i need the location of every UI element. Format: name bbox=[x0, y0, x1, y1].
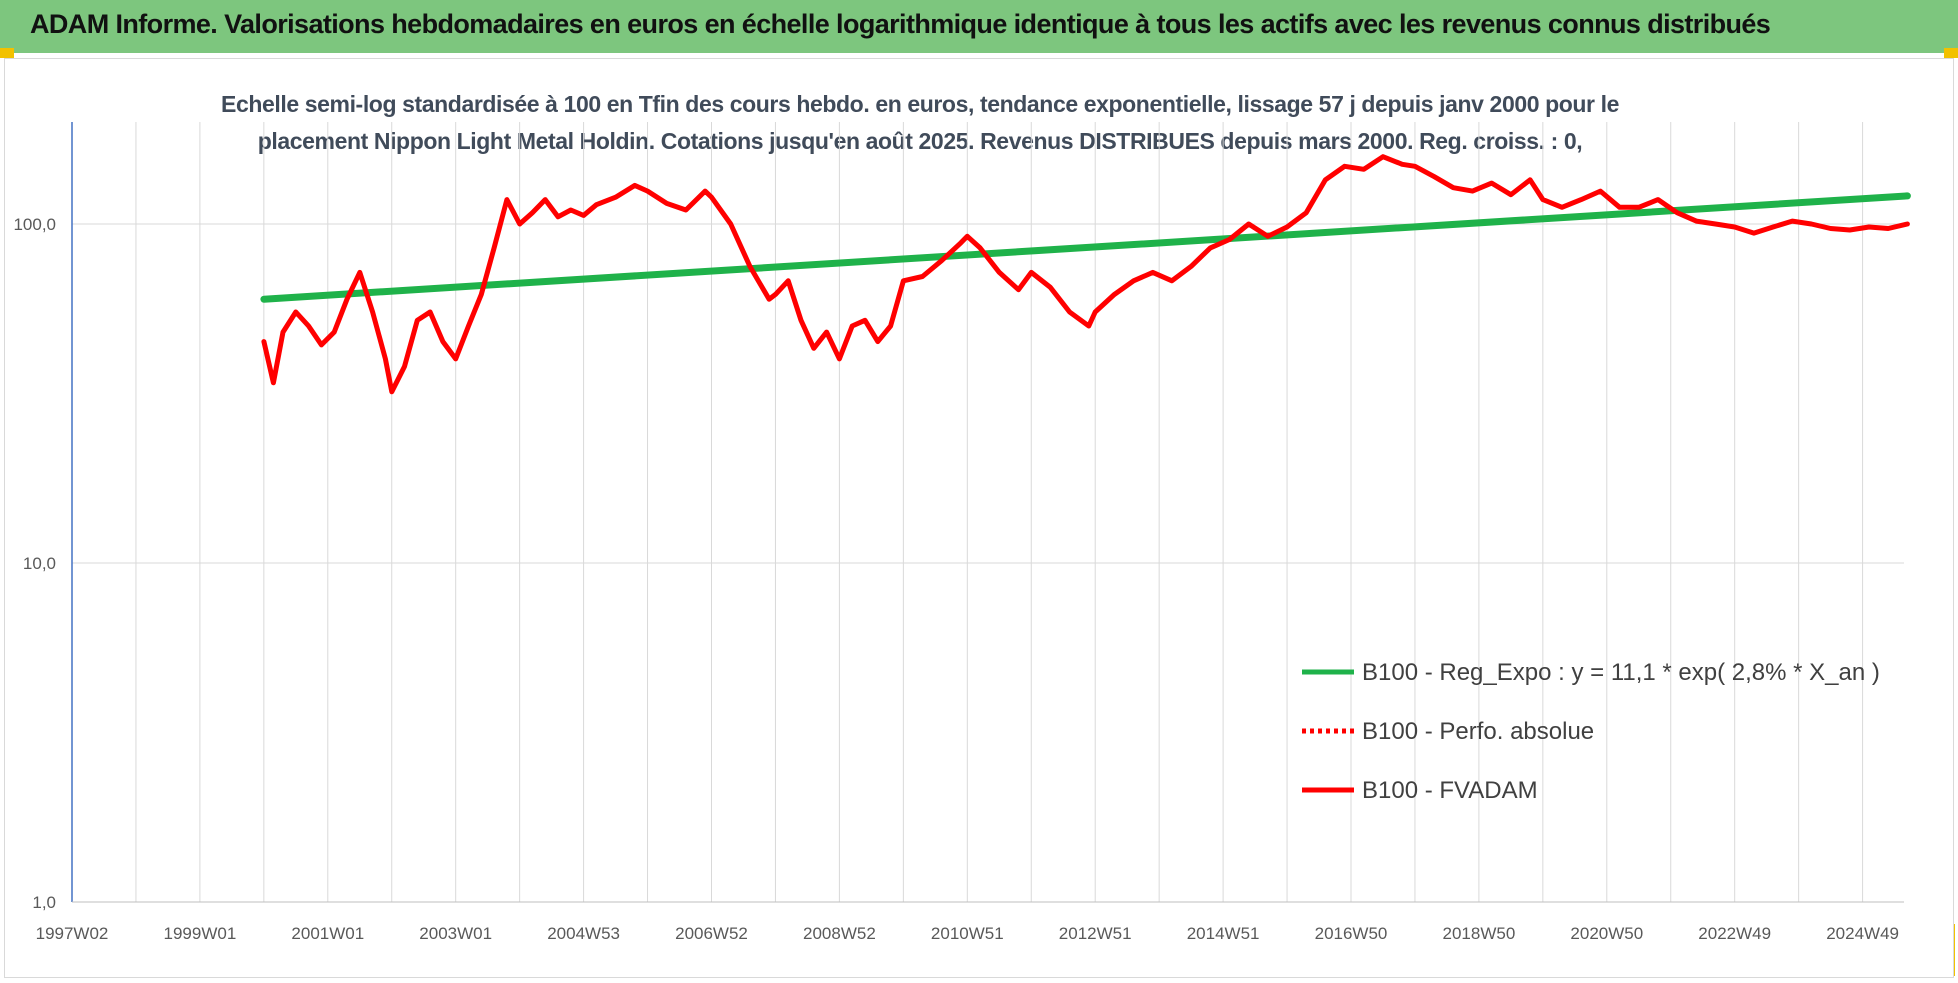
chart-subtitle: Echelle semi-log standardisée à 100 en T… bbox=[180, 86, 1660, 160]
y-tick-labels: 100,0 10,0 1,0 bbox=[13, 215, 56, 912]
x-tick-label: 2024W49 bbox=[1826, 924, 1899, 943]
chart-subtitle-line1: Echelle semi-log standardisée à 100 en T… bbox=[221, 91, 1619, 117]
series-layer bbox=[260, 154, 1911, 395]
header-bar: ADAM Informe. Valorisations hebdomadaire… bbox=[0, 0, 1958, 53]
y-tick-label: 100,0 bbox=[13, 215, 56, 234]
x-tick-label: 2004W53 bbox=[547, 924, 620, 943]
chart-subtitle-line2: placement Nippon Light Metal Holdin. Cot… bbox=[257, 128, 1583, 154]
x-tick-label: 2003W01 bbox=[419, 924, 492, 943]
y-tick-label: 1,0 bbox=[32, 893, 56, 912]
legend-label: B100 - FVADAM bbox=[1362, 777, 1538, 804]
y-tick-label: 10,0 bbox=[23, 554, 56, 573]
corner-mark-top-left bbox=[0, 48, 14, 58]
x-tick-label: 2016W50 bbox=[1315, 924, 1388, 943]
x-tick-label: 2020W50 bbox=[1570, 924, 1643, 943]
x-tick-label: 2018W50 bbox=[1443, 924, 1516, 943]
x-tick-label: 2012W51 bbox=[1059, 924, 1132, 943]
x-tick-label: 2001W01 bbox=[291, 924, 364, 943]
x-tick-label: 1999W01 bbox=[164, 924, 237, 943]
x-tick-label: 1997W02 bbox=[36, 924, 109, 943]
x-tick-label: 2022W49 bbox=[1698, 924, 1771, 943]
series-line-0 bbox=[260, 192, 1911, 303]
legend-label: B100 - Reg_Expo : y = 11,1 * exp( 2,8% *… bbox=[1362, 659, 1880, 686]
series-line-2 bbox=[261, 154, 1910, 395]
x-tick-label: 2010W51 bbox=[931, 924, 1004, 943]
legend: B100 - Reg_Expo : y = 11,1 * exp( 2,8% *… bbox=[1302, 659, 1880, 804]
corner-mark-top-right bbox=[1944, 48, 1958, 58]
x-tick-label: 2008W52 bbox=[803, 924, 876, 943]
x-tick-label: 2014W51 bbox=[1187, 924, 1260, 943]
legend-label: B100 - Perfo. absolue bbox=[1362, 718, 1594, 745]
grid-lines bbox=[71, 122, 1904, 903]
x-tick-labels: 1997W02 1999W01 2001W01 2003W01 2004W53 2006W… bbox=[36, 924, 1899, 943]
x-tick-label: 2006W52 bbox=[675, 924, 748, 943]
page-title: ADAM Informe. Valorisations hebdomadaire… bbox=[30, 9, 1771, 39]
